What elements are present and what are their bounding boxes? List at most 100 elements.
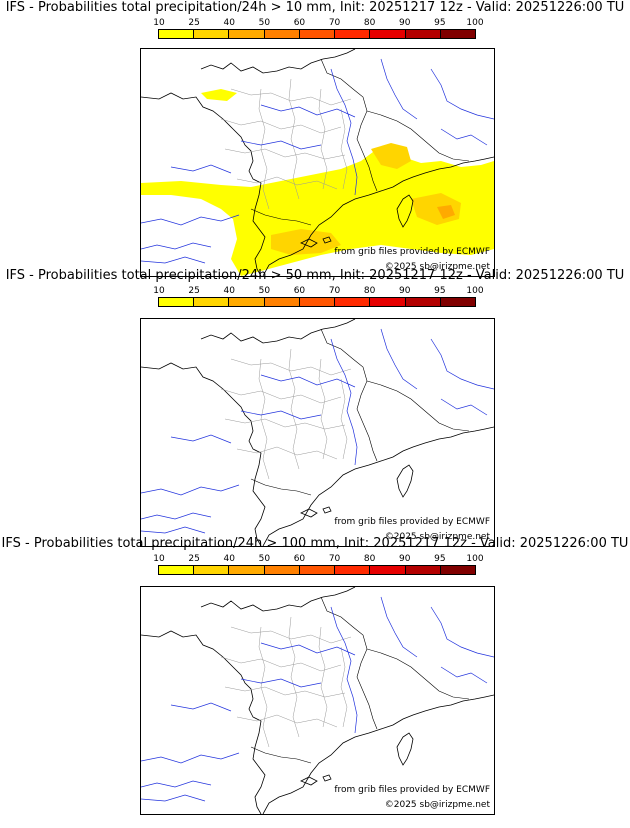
map-canvas — [141, 49, 494, 276]
colorbar-label: 25 — [188, 286, 200, 296]
probability-colorbar: 10 25 40 50 60 70 80 90 95 100 — [153, 18, 484, 42]
colorbar-label: 40 — [223, 18, 235, 28]
forecast-panel-100mm: IFS - Probabilities total precipitation/… — [0, 536, 630, 815]
colorbar-cell — [299, 566, 336, 574]
colorbar-label: 10 — [153, 18, 165, 28]
map-canvas — [141, 319, 494, 546]
colorbar-label: 80 — [363, 18, 376, 28]
colorbar-label: 90 — [399, 18, 411, 28]
colorbar-label: 90 — [399, 554, 411, 564]
region-boundaries — [220, 78, 352, 210]
probability-colorbar: 10 25 40 50 60 70 80 90 95 100 — [153, 286, 484, 310]
colorbar-label: 60 — [293, 554, 306, 564]
colorbar-cell — [264, 30, 300, 38]
precipitation-areas — [141, 89, 494, 276]
colorbar-label: 25 — [188, 18, 200, 28]
balearic-coast — [300, 236, 332, 248]
colorbar-cell — [440, 30, 475, 38]
colorbar-label: 80 — [363, 286, 376, 296]
balearic-coast — [300, 506, 332, 518]
region-boundaries — [220, 348, 352, 480]
colorbar-cell — [159, 30, 195, 38]
colorbar-labels: 10 25 40 50 60 70 80 90 95 100 — [153, 286, 483, 296]
colorbar-bar — [158, 29, 476, 39]
colorbar-cell — [370, 566, 406, 574]
data-source-credit: from grib files provided by ECMWF — [334, 247, 490, 257]
colorbar-cell — [159, 298, 195, 306]
colorbar-label: 50 — [258, 286, 271, 296]
france-map: from grib files provided by ECMWF ©2025 … — [140, 318, 495, 547]
colorbar-cell — [264, 298, 300, 306]
forecast-panel-10mm: IFS - Probabilities total precipitation/… — [0, 0, 630, 277]
colorbar-labels: 10 25 40 50 60 70 80 90 95 100 — [153, 18, 483, 28]
region-boundaries — [220, 616, 352, 748]
precipitation-area — [141, 147, 494, 276]
colorbar-cell — [335, 30, 371, 38]
colorbar-label: 40 — [223, 554, 235, 564]
country-borders — [250, 58, 470, 226]
panel-title: IFS - Probabilities total precipitation/… — [1, 536, 629, 551]
corsica-coast — [396, 194, 414, 228]
data-source-credit: from grib files provided by ECMWF — [334, 517, 490, 527]
colorbar-cell — [299, 298, 336, 306]
colorbar-label: 25 — [188, 554, 200, 564]
precipitation-area — [437, 205, 455, 219]
colorbar-label: 50 — [258, 554, 271, 564]
forecast-panel-50mm: IFS - Probabilities total precipitation/… — [0, 268, 630, 547]
probability-colorbar: 10 25 40 50 60 70 80 90 95 100 — [153, 554, 484, 578]
colorbar-label: 80 — [363, 554, 376, 564]
colorbar-cell — [264, 566, 300, 574]
colorbar-cell — [440, 298, 475, 306]
colorbar-cell — [159, 566, 195, 574]
colorbar-cell — [194, 298, 230, 306]
corsica-coast — [396, 732, 414, 766]
panel-title: IFS - Probabilities total precipitation/… — [5, 268, 625, 283]
coastline — [141, 49, 494, 276]
colorbar-cell — [229, 566, 265, 574]
rivers — [141, 328, 494, 534]
copyright-credit: ©2025 sb@irizpme.net — [384, 532, 490, 542]
map-canvas — [141, 587, 494, 814]
colorbar-label: 10 — [153, 286, 165, 296]
colorbar-cell — [405, 298, 441, 306]
data-source-credit: from grib files provided by ECMWF — [334, 785, 490, 795]
country-borders — [250, 328, 470, 496]
colorbar-label: 100 — [466, 286, 484, 296]
colorbar-label: 95 — [434, 554, 446, 564]
colorbar-label: 95 — [434, 18, 446, 28]
corsica-coast — [396, 464, 414, 498]
colorbar-label: 95 — [434, 286, 446, 296]
colorbar-cell — [335, 566, 371, 574]
colorbar-label: 70 — [328, 286, 341, 296]
colorbar-cell — [405, 30, 441, 38]
coastline — [141, 587, 494, 814]
colorbar-label: 10 — [153, 554, 165, 564]
balearic-coast — [300, 774, 332, 786]
panel-title: IFS - Probabilities total precipitation/… — [5, 0, 625, 15]
coastline — [141, 319, 494, 546]
colorbar-cell — [229, 30, 265, 38]
country-borders — [250, 596, 470, 764]
colorbar-bar — [158, 565, 476, 575]
colorbar-label: 40 — [223, 286, 235, 296]
colorbar-label: 100 — [466, 554, 484, 564]
precipitation-area — [201, 89, 237, 101]
colorbar-cell — [299, 30, 336, 38]
colorbar-label: 50 — [258, 18, 271, 28]
colorbar-cell — [440, 566, 475, 574]
precipitation-area — [271, 229, 341, 255]
colorbar-label: 60 — [293, 18, 306, 28]
rivers — [141, 596, 494, 802]
colorbar-labels: 10 25 40 50 60 70 80 90 95 100 — [153, 554, 483, 564]
colorbar-cell — [370, 30, 406, 38]
colorbar-label: 90 — [399, 286, 411, 296]
colorbar-cell — [370, 298, 406, 306]
colorbar-bar — [158, 297, 476, 307]
colorbar-label: 70 — [328, 554, 341, 564]
colorbar-label: 100 — [466, 18, 484, 28]
colorbar-cell — [405, 566, 441, 574]
colorbar-label: 60 — [293, 286, 306, 296]
colorbar-cell — [194, 566, 230, 574]
france-map: from grib files provided by ECMWF ©2025 … — [140, 48, 495, 277]
colorbar-cell — [335, 298, 371, 306]
